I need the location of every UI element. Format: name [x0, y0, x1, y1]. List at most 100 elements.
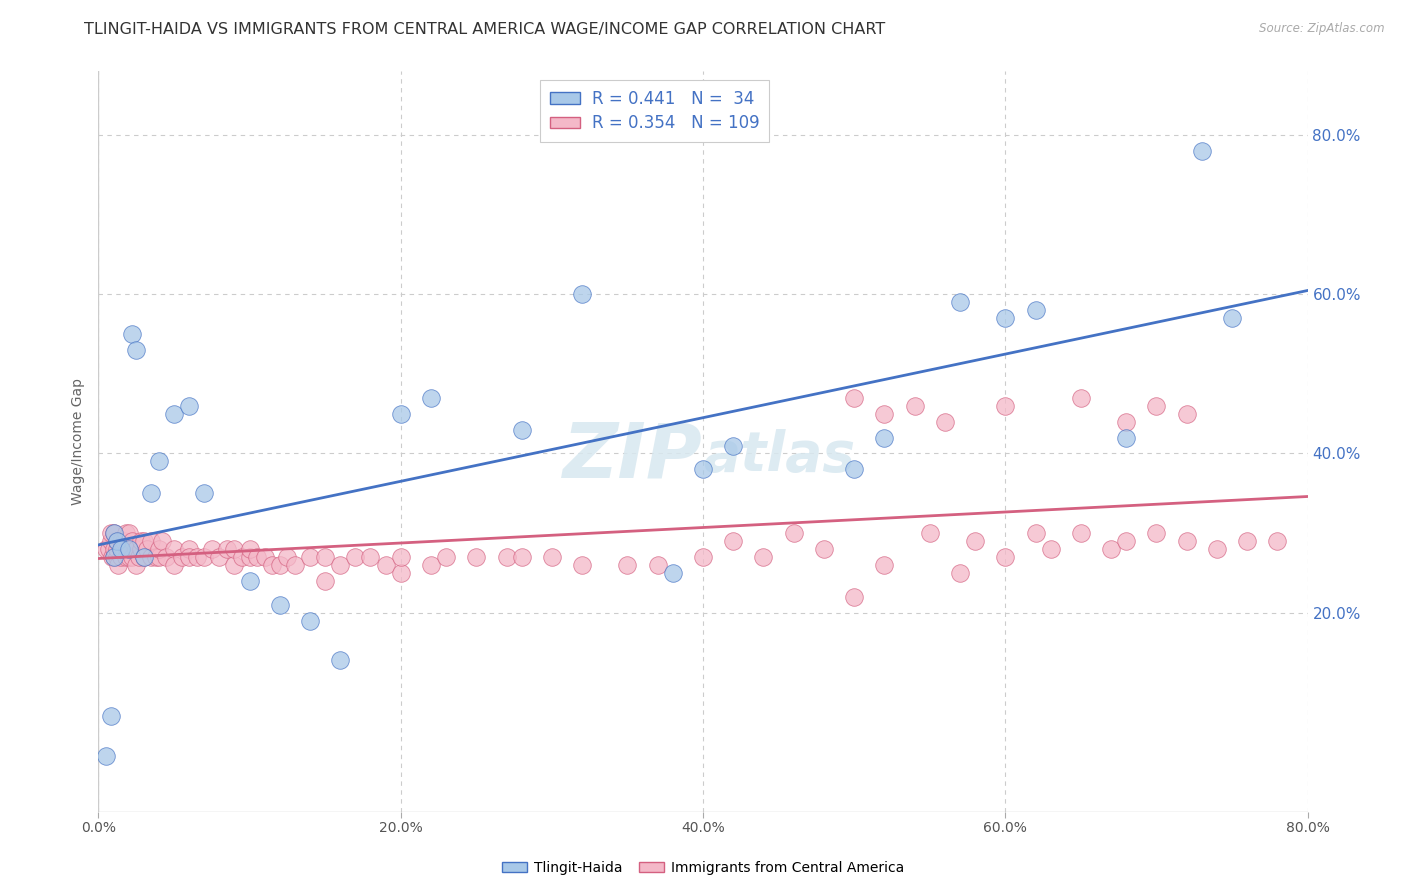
Point	[118, 549, 141, 564]
Point	[647, 558, 669, 572]
Point	[752, 549, 775, 564]
Point	[110, 549, 132, 564]
Point	[374, 558, 396, 572]
Point	[510, 549, 533, 564]
Point	[231, 549, 253, 564]
Point	[389, 566, 412, 580]
Point	[420, 558, 443, 572]
Point	[1039, 541, 1062, 556]
Point	[148, 541, 170, 556]
Point	[121, 327, 143, 342]
Text: TLINGIT-HAIDA VS IMMIGRANTS FROM CENTRAL AMERICA WAGE/INCOME GAP CORRELATION CHA: TLINGIT-HAIDA VS IMMIGRANTS FROM CENTRAL…	[84, 22, 886, 37]
Point	[163, 541, 186, 556]
Point	[112, 534, 135, 549]
Point	[118, 526, 141, 541]
Point	[949, 295, 972, 310]
Point	[616, 558, 638, 572]
Point	[100, 534, 122, 549]
Point	[269, 598, 291, 612]
Point	[571, 558, 593, 572]
Point	[208, 549, 231, 564]
Point	[1220, 311, 1243, 326]
Point	[239, 549, 262, 564]
Point	[105, 541, 128, 556]
Point	[314, 549, 336, 564]
Point	[128, 549, 150, 564]
Point	[495, 549, 517, 564]
Point	[105, 534, 128, 549]
Point	[193, 549, 215, 564]
Legend: Tlingit-Haida, Immigrants from Central America: Tlingit-Haida, Immigrants from Central A…	[496, 855, 910, 880]
Point	[179, 549, 201, 564]
Point	[125, 541, 148, 556]
Text: Source: ZipAtlas.com: Source: ZipAtlas.com	[1260, 22, 1385, 36]
Point	[269, 558, 291, 572]
Point	[389, 549, 412, 564]
Point	[360, 549, 382, 564]
Point	[103, 541, 125, 556]
Point	[344, 549, 367, 564]
Point	[125, 558, 148, 572]
Point	[1070, 526, 1092, 541]
Point	[329, 653, 352, 667]
Legend: R = 0.441   N =  34, R = 0.354   N = 109: R = 0.441 N = 34, R = 0.354 N = 109	[540, 79, 769, 143]
Point	[783, 526, 806, 541]
Point	[299, 614, 322, 628]
Point	[114, 526, 136, 541]
Point	[100, 526, 122, 541]
Point	[994, 399, 1017, 413]
Point	[389, 407, 412, 421]
Point	[873, 407, 896, 421]
Point	[224, 558, 246, 572]
Point	[129, 541, 152, 556]
Point	[135, 541, 157, 556]
Point	[121, 534, 143, 549]
Point	[105, 549, 128, 564]
Point	[994, 311, 1017, 326]
Point	[110, 541, 132, 556]
Point	[132, 534, 155, 549]
Point	[110, 541, 132, 556]
Y-axis label: Wage/Income Gap: Wage/Income Gap	[72, 378, 86, 505]
Point	[103, 549, 125, 564]
Point	[132, 549, 155, 564]
Point	[571, 287, 593, 301]
Point	[132, 549, 155, 564]
Point	[111, 541, 134, 556]
Point	[262, 558, 284, 572]
Point	[110, 534, 132, 549]
Point	[994, 549, 1017, 564]
Point	[239, 541, 262, 556]
Point	[934, 415, 956, 429]
Text: ZIP: ZIP	[564, 419, 703, 493]
Point	[170, 549, 193, 564]
Point	[1070, 391, 1092, 405]
Text: atlas: atlas	[703, 429, 855, 483]
Point	[1115, 415, 1137, 429]
Point	[510, 423, 533, 437]
Point	[420, 391, 443, 405]
Point	[284, 558, 307, 572]
Point	[844, 462, 866, 476]
Point	[1099, 541, 1122, 556]
Point	[723, 438, 745, 452]
Point	[98, 541, 121, 556]
Point	[873, 558, 896, 572]
Point	[141, 486, 163, 500]
Point	[1024, 303, 1046, 318]
Point	[246, 549, 269, 564]
Point	[94, 749, 117, 764]
Point	[1206, 541, 1229, 556]
Point	[692, 549, 714, 564]
Point	[141, 549, 163, 564]
Point	[163, 407, 186, 421]
Point	[103, 549, 125, 564]
Point	[103, 526, 125, 541]
Point	[121, 549, 143, 564]
Point	[1115, 534, 1137, 549]
Point	[101, 549, 124, 564]
Point	[918, 526, 941, 541]
Point	[723, 534, 745, 549]
Point	[118, 541, 141, 556]
Point	[155, 549, 177, 564]
